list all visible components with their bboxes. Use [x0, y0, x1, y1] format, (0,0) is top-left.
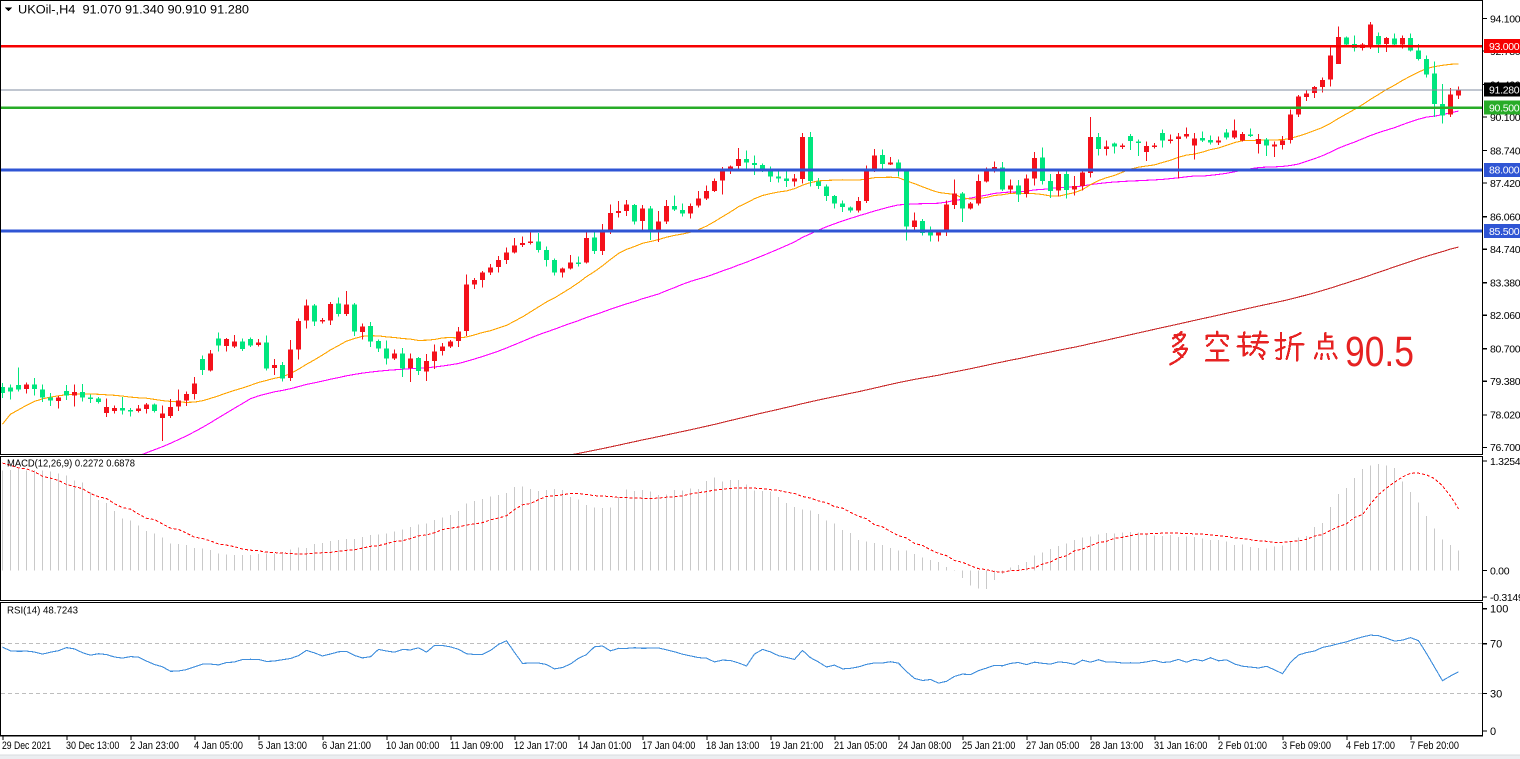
svg-text:7 Feb 20:00: 7 Feb 20:00: [1410, 740, 1459, 752]
svg-text:0: 0: [1490, 726, 1496, 738]
svg-text:18 Jan 13:00: 18 Jan 13:00: [706, 740, 759, 752]
svg-text:90.500: 90.500: [1489, 102, 1520, 114]
svg-text:14 Jan 01:00: 14 Jan 01:00: [578, 740, 631, 752]
svg-text:30: 30: [1490, 689, 1502, 701]
svg-text:11 Jan 09:00: 11 Jan 09:00: [450, 740, 503, 752]
svg-text:90.5: 90.5: [1345, 328, 1414, 376]
svg-text:83.380: 83.380: [1490, 278, 1520, 290]
svg-text:2 Feb 01:00: 2 Feb 01:00: [1218, 740, 1267, 752]
svg-text:82.060: 82.060: [1490, 310, 1520, 322]
svg-text:84.740: 84.740: [1490, 244, 1520, 256]
svg-text:88.000: 88.000: [1489, 165, 1520, 177]
svg-text:78.020: 78.020: [1490, 410, 1520, 422]
svg-text:19 Jan 21:00: 19 Jan 21:00: [770, 740, 823, 752]
svg-text:28 Jan 13:00: 28 Jan 13:00: [1090, 740, 1143, 752]
svg-text:90.100: 90.100: [1490, 112, 1520, 124]
svg-text:86.060: 86.060: [1490, 212, 1520, 224]
svg-text:MACD(12,26,9) 0.2272 0.6878: MACD(12,26,9) 0.2272 0.6878: [7, 458, 135, 470]
svg-text:6 Jan 21:00: 6 Jan 21:00: [322, 740, 371, 752]
svg-text:4 Feb 17:00: 4 Feb 17:00: [1346, 740, 1395, 752]
svg-text:21 Jan 05:00: 21 Jan 05:00: [834, 740, 887, 752]
svg-text:87.420: 87.420: [1490, 178, 1520, 190]
svg-text:31 Jan 16:00: 31 Jan 16:00: [1154, 740, 1207, 752]
svg-text:29 Dec 2021: 29 Dec 2021: [2, 740, 51, 752]
svg-text:80.700: 80.700: [1490, 344, 1520, 356]
svg-text:0.00: 0.00: [1490, 565, 1510, 577]
svg-text:30 Dec 13:00: 30 Dec 13:00: [66, 740, 119, 752]
svg-text:3 Feb 09:00: 3 Feb 09:00: [1282, 740, 1331, 752]
svg-text:UKOil-,H4 91.070 91.340 90.91: UKOil-,H4 91.070 91.340 90.910 91.280: [18, 3, 249, 17]
svg-text:1.3254: 1.3254: [1490, 456, 1520, 468]
svg-text:85.500: 85.500: [1489, 226, 1520, 238]
svg-text:100: 100: [1490, 604, 1508, 616]
svg-text:70: 70: [1490, 639, 1502, 651]
svg-text:10 Jan 00:00: 10 Jan 00:00: [386, 740, 439, 752]
svg-text:93.000: 93.000: [1489, 41, 1520, 53]
svg-text:2 Jan 23:00: 2 Jan 23:00: [130, 740, 179, 752]
svg-text:12 Jan 17:00: 12 Jan 17:00: [514, 740, 567, 752]
svg-text:88.740: 88.740: [1490, 145, 1520, 157]
svg-text:RSI(14) 48.7243: RSI(14) 48.7243: [7, 605, 78, 617]
svg-text:76.700: 76.700: [1490, 442, 1520, 454]
svg-text:17 Jan 04:00: 17 Jan 04:00: [642, 740, 695, 752]
svg-text:25 Jan 21:00: 25 Jan 21:00: [962, 740, 1015, 752]
svg-text:5 Jan 13:00: 5 Jan 13:00: [258, 740, 307, 752]
svg-text:4 Jan 05:00: 4 Jan 05:00: [194, 740, 243, 752]
svg-text:91.280: 91.280: [1489, 84, 1520, 96]
svg-text:94.100: 94.100: [1490, 13, 1520, 25]
svg-text:24 Jan 08:00: 24 Jan 08:00: [898, 740, 951, 752]
svg-text:27 Jan 05:00: 27 Jan 05:00: [1026, 740, 1079, 752]
svg-text:79.380: 79.380: [1490, 376, 1520, 388]
svg-text:-0.3149: -0.3149: [1490, 592, 1520, 604]
